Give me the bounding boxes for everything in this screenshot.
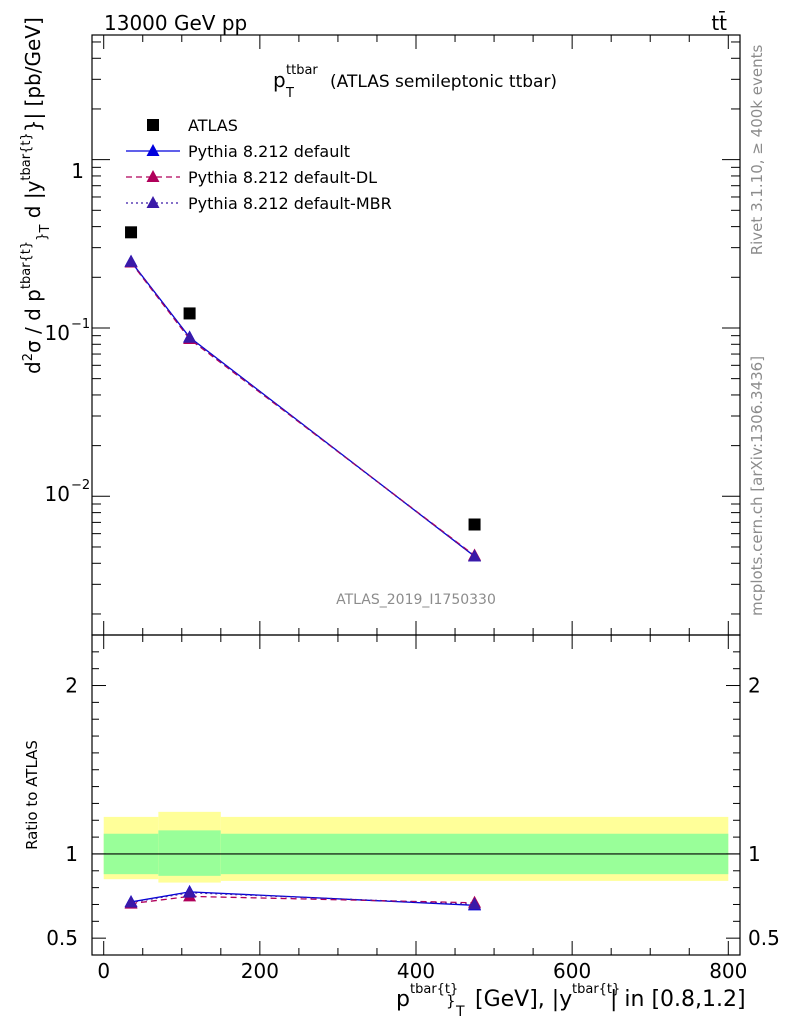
ratio-series-1 <box>124 889 482 909</box>
legend-entry-2: Pythia 8.212 default-DL <box>126 168 377 187</box>
ratio-point-2-2 <box>468 897 482 910</box>
main-point-0-2 <box>468 518 481 531</box>
main-series-group <box>124 226 482 562</box>
legend-label-3: Pythia 8.212 default-MBR <box>188 194 392 213</box>
ratio-ytick-label-left-2: 2 <box>65 674 78 698</box>
xtick-label-4: 800 <box>709 959 747 983</box>
ytick-label-1: 1 <box>71 159 84 183</box>
ratio-ytick-label-right-1: 1 <box>748 842 761 866</box>
main-series-1 <box>124 254 482 562</box>
ratio-ytick-labels: 0.5 0.5 1 1 2 2 <box>46 674 780 951</box>
ratio-series-group <box>124 884 482 911</box>
main-point-0-0 <box>125 226 138 239</box>
ratio-point-2-0 <box>124 895 138 908</box>
xtick-label-3: 600 <box>553 959 591 983</box>
header-final-state: tt̄ <box>711 10 727 35</box>
legend-marker-2 <box>146 170 160 182</box>
main-series-2 <box>124 255 482 561</box>
ratio-ytick-label-right-0: 0.5 <box>748 926 780 950</box>
svg-text:tbar{t}: tbar{t} <box>410 982 458 997</box>
svg-text:T: T <box>285 86 294 101</box>
svg-text:p: p <box>396 987 410 1012</box>
band-inner-1 <box>158 830 221 876</box>
legend-marker-3 <box>146 196 160 208</box>
svg-text:(ATLAS semileptonic ttbar): (ATLAS semileptonic ttbar) <box>330 72 557 92</box>
ratio-ytick-label-left-0: 0.5 <box>46 926 78 950</box>
ratio-plot-frame <box>91 634 741 956</box>
main-series-0 <box>125 226 481 531</box>
legend-marker-1 <box>146 144 160 156</box>
svg-text:−2: −2 <box>71 478 90 493</box>
svg-text:p: p <box>273 68 286 92</box>
main-point-3-2 <box>468 549 482 562</box>
svg-text:[GeV], |y: [GeV], |y <box>475 987 572 1012</box>
xtick-label-1: 200 <box>241 959 279 983</box>
ratio-point-2-1 <box>183 885 197 898</box>
legend-entry-1: Pythia 8.212 default <box>126 142 350 161</box>
legend-label-2: Pythia 8.212 default-DL <box>188 168 377 187</box>
svg-text:ttbar: ttbar <box>286 63 318 78</box>
ytick-label-0.01: 10 −2 <box>45 478 91 506</box>
x-axis-label: p tbar{t} } T [GeV], |y tbar{t} | in [0.… <box>396 982 746 1020</box>
main-series-line-1 <box>130 261 475 557</box>
main-series-line-2 <box>130 262 475 557</box>
svg-text:−1: −1 <box>71 317 90 332</box>
xtick-label-0: 0 <box>97 959 110 983</box>
ratio-ytick-label-left-1: 1 <box>65 842 78 866</box>
main-point-3-1 <box>183 330 197 343</box>
svg-text:| in [0.8,1.2]: | in [0.8,1.2] <box>610 987 746 1012</box>
main-series-line-3 <box>130 261 475 557</box>
ratio-series-2 <box>124 885 482 910</box>
x-tick-labels: 0 200 400 600 800 <box>97 959 747 983</box>
legend-entry-3: Pythia 8.212 default-MBR <box>126 194 392 213</box>
svg-text:T: T <box>455 1004 465 1020</box>
xtick-label-2: 400 <box>397 959 435 983</box>
ytick-label-0.1: 10 −1 <box>45 317 91 345</box>
ratio-y-axis-label: Ratio to ATLAS <box>23 740 41 850</box>
header-process: 13000 GeV pp <box>104 11 247 35</box>
ratio-series-0 <box>124 884 482 911</box>
legend-entry-0: ATLAS <box>147 116 238 135</box>
main-point-0-1 <box>183 307 196 320</box>
svg-text:10: 10 <box>45 482 70 506</box>
axis-ticks <box>92 35 740 955</box>
legend-label-0: ATLAS <box>188 116 238 135</box>
ratio-ytick-label-right-2: 2 <box>748 674 761 698</box>
legend: ATLAS Pythia 8.212 default Pythia 8.212 de… <box>126 116 392 213</box>
main-point-3-0 <box>124 254 138 267</box>
legend-marker-0 <box>147 119 159 131</box>
ratio-uncertainty-bands <box>103 811 729 883</box>
svg-text:10: 10 <box>45 321 70 345</box>
svg-text:}: } <box>446 992 456 1010</box>
main-series-3 <box>124 254 482 562</box>
mcplots-label: mcplots.cern.ch [arXiv:1306.3436] <box>748 356 766 616</box>
chart-title: p ttbar T (ATLAS semileptonic ttbar) <box>273 63 557 101</box>
legend-label-1: Pythia 8.212 default <box>188 142 350 161</box>
rivet-version-label: Rivet 3.1.10, ≥ 400k events <box>748 45 766 256</box>
svg-text:tbar{t}: tbar{t} <box>572 982 620 997</box>
analysis-watermark: ATLAS_2019_I1750330 <box>336 592 496 608</box>
